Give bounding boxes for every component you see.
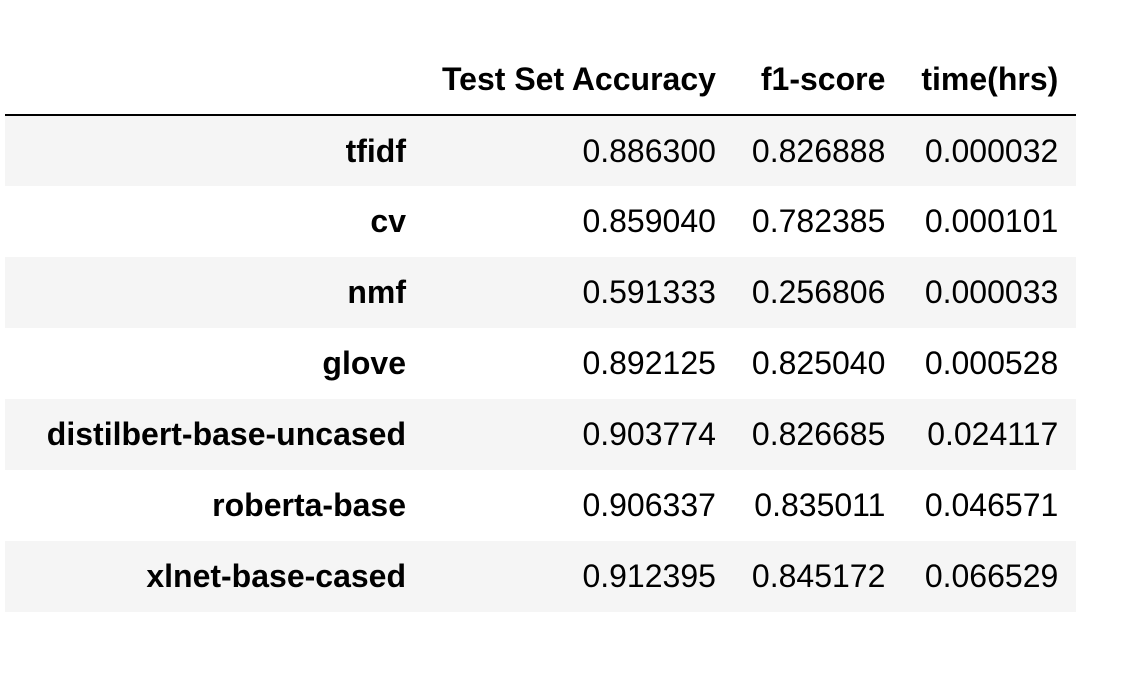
table-body: tfidf 0.886300 0.826888 0.000032 cv 0.85… — [5, 115, 1077, 612]
table-row: xlnet-base-cased 0.912395 0.845172 0.066… — [5, 541, 1077, 612]
table-row: tfidf 0.886300 0.826888 0.000032 — [5, 115, 1077, 186]
table-row: distilbert-base-uncased 0.903774 0.82668… — [5, 399, 1077, 470]
table-cell: 0.835011 — [754, 487, 886, 523]
results-table: Test Set Accuracy f1-score time(hrs) tfi… — [5, 44, 1077, 612]
header-row: Test Set Accuracy f1-score time(hrs) — [5, 44, 1077, 116]
table-row: cv 0.859040 0.782385 0.000101 — [5, 186, 1077, 257]
table-cell: 0.591333 — [582, 274, 716, 310]
table-cell: 0.859040 — [582, 203, 716, 239]
table-row: glove 0.892125 0.825040 0.000528 — [5, 328, 1077, 399]
row-label: nmf — [347, 274, 406, 310]
row-label: distilbert-base-uncased — [46, 416, 406, 452]
table-row: nmf 0.591333 0.256806 0.000033 — [5, 257, 1077, 328]
table-cell: 0.782385 — [751, 203, 886, 239]
table-cell: 0.000528 — [924, 345, 1059, 381]
table-cell: 0.000032 — [924, 132, 1059, 169]
table-cell: 0.892125 — [582, 345, 716, 381]
table-cell: 0.256806 — [751, 274, 886, 310]
table-cell: 0.826685 — [751, 416, 886, 452]
table-cell: 0.024117 — [927, 416, 1059, 452]
table-cell: 0.000101 — [924, 203, 1059, 239]
row-label: xlnet-base-cased — [146, 558, 406, 594]
table-cell: 0.825040 — [751, 345, 886, 381]
header-corner-cell — [5, 44, 424, 116]
table-cell: 0.046571 — [924, 487, 1059, 523]
table-cell: 0.000033 — [924, 274, 1059, 310]
table-cell: 0.845172 — [751, 558, 886, 594]
table-cell: 0.886300 — [582, 132, 716, 169]
table-row: roberta-base 0.906337 0.835011 0.046571 — [5, 470, 1077, 541]
table-cell: 0.066529 — [924, 558, 1059, 594]
results-table-container: Test Set Accuracy f1-score time(hrs) tfi… — [5, 44, 1077, 612]
row-label: glove — [322, 345, 406, 381]
table-cell: 0.912395 — [582, 558, 716, 594]
column-header: Test Set Accuracy — [424, 44, 734, 116]
row-label: roberta-base — [212, 487, 406, 523]
column-header: time(hrs) — [903, 44, 1077, 116]
row-label: cv — [370, 203, 406, 239]
table-cell: 0.906337 — [582, 487, 716, 523]
table-header: Test Set Accuracy f1-score time(hrs) — [5, 44, 1077, 116]
table-cell: 0.826888 — [751, 132, 886, 169]
table-cell: 0.903774 — [582, 416, 716, 452]
row-label: tfidf — [345, 132, 406, 169]
column-header: f1-score — [733, 44, 904, 116]
